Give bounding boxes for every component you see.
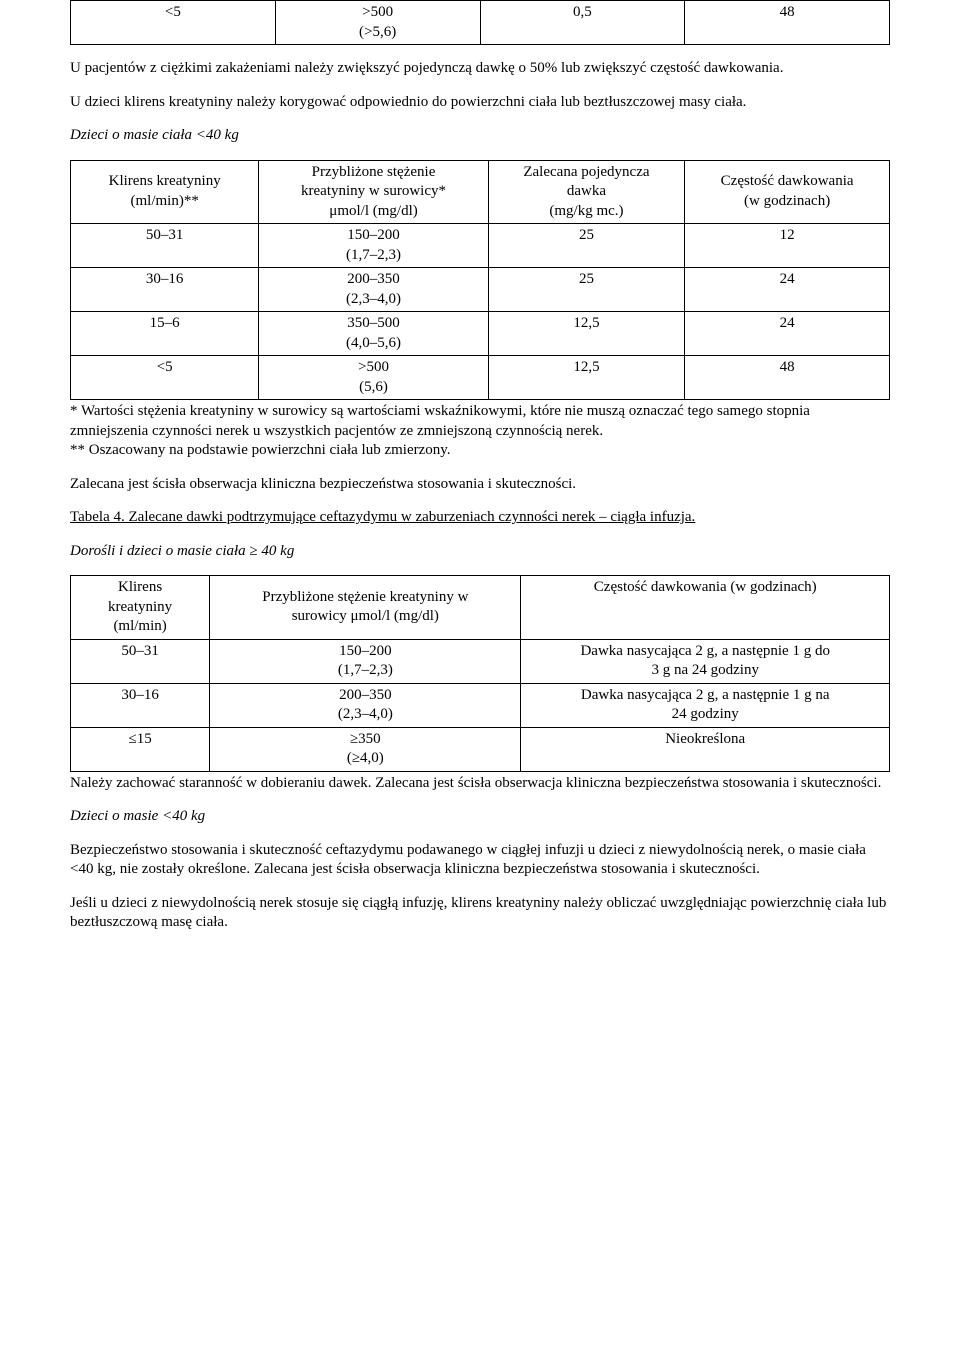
cell: 48 — [685, 356, 890, 400]
dosing-table-fragment: <5 >500 (>5,6) 0,5 48 — [70, 0, 890, 45]
cell-creatinine-clearance: <5 — [71, 1, 276, 45]
cell: 50–31 — [71, 639, 210, 683]
cell: ≥350 (≥4,0) — [210, 727, 521, 771]
table-row: <5 >500 (5,6) 12,5 48 — [71, 356, 890, 400]
heading-children-under-40-b: Dzieci o masie <40 kg — [70, 807, 890, 827]
table-row: ≤15 ≥350 (≥4,0) Nieokreślona — [71, 727, 890, 771]
cell: 12 — [685, 224, 890, 268]
header-clearance: Klirens kreatyniny (ml/min)** — [71, 160, 259, 224]
table-row: 50–31 150–200 (1,7–2,3) Dawka nasycająca… — [71, 639, 890, 683]
paragraph-clearance-calculation: Jeśli u dzieci z niewydolnością nerek st… — [70, 894, 890, 933]
heading-adults-over-40: Dorośli i dzieci o masie ciała ≥ 40 kg — [70, 542, 890, 562]
header-clearance: Klirens kreatyniny (ml/min) — [71, 576, 210, 640]
cell: 30–16 — [71, 683, 210, 727]
header-concentration: Przybliżone stężenie kreatyniny w surowi… — [210, 576, 521, 640]
header-concentration: Przybliżone stężenie kreatyniny w surowi… — [259, 160, 488, 224]
paragraph-dose-care: Należy zachować staranność w dobieraniu … — [70, 774, 890, 794]
cell: >500 (5,6) — [259, 356, 488, 400]
cell: <5 — [71, 356, 259, 400]
table-row: <5 >500 (>5,6) 0,5 48 — [71, 1, 890, 45]
table2-footnotes: * Wartości stężenia kreatyniny w surowic… — [70, 402, 890, 461]
cell-frequency: 48 — [685, 1, 890, 45]
paragraph-observation: Zalecana jest ścisła obserwacja kliniczn… — [70, 475, 890, 495]
cell-dose: 0,5 — [480, 1, 685, 45]
cell: 50–31 — [71, 224, 259, 268]
continuous-infusion-table: Klirens kreatyniny (ml/min) Przybliżone … — [70, 575, 890, 772]
paragraph-children-clearance: U dzieci klirens kreatyniny należy koryg… — [70, 93, 890, 113]
cell: Dawka nasycająca 2 g, a następnie 1 g do… — [521, 639, 890, 683]
cell: 25 — [488, 268, 685, 312]
cell: Dawka nasycająca 2 g, a następnie 1 g na… — [521, 683, 890, 727]
cell: 150–200 (1,7–2,3) — [259, 224, 488, 268]
cell: 24 — [685, 312, 890, 356]
cell: 12,5 — [488, 356, 685, 400]
cell: 200–350 (2,3–4,0) — [259, 268, 488, 312]
footnote-double-asterisk: ** Oszacowany na podstawie powierzchni c… — [70, 441, 890, 461]
cell: 30–16 — [71, 268, 259, 312]
paragraph-severe-infections: U pacjentów z ciężkimi zakażeniami należ… — [70, 59, 890, 79]
cell: 24 — [685, 268, 890, 312]
cell: 200–350 (2,3–4,0) — [210, 683, 521, 727]
table-header-row: Klirens kreatyniny (ml/min) Przybliżone … — [71, 576, 890, 640]
table-row: 30–16 200–350 (2,3–4,0) 25 24 — [71, 268, 890, 312]
table-header-row: Klirens kreatyniny (ml/min)** Przybliżon… — [71, 160, 890, 224]
table-row: 50–31 150–200 (1,7–2,3) 25 12 — [71, 224, 890, 268]
cell: 350–500 (4,0–5,6) — [259, 312, 488, 356]
cell: 150–200 (1,7–2,3) — [210, 639, 521, 683]
table4-caption: Tabela 4. Zalecane dawki podtrzymujące c… — [70, 508, 890, 528]
table-row: 30–16 200–350 (2,3–4,0) Dawka nasycająca… — [71, 683, 890, 727]
table-row: 15–6 350–500 (4,0–5,6) 12,5 24 — [71, 312, 890, 356]
children-dosing-table: Klirens kreatyniny (ml/min)** Przybliżon… — [70, 160, 890, 401]
heading-children-under-40: Dzieci o masie ciała <40 kg — [70, 126, 890, 146]
cell-creatinine-concentration: >500 (>5,6) — [275, 1, 480, 45]
cell: ≤15 — [71, 727, 210, 771]
paragraph-safety-children: Bezpieczeństwo stosowania i skuteczność … — [70, 841, 890, 880]
header-dose: Zalecana pojedyncza dawka (mg/kg mc.) — [488, 160, 685, 224]
header-frequency: Częstość dawkowania (w godzinach) — [685, 160, 890, 224]
cell: 25 — [488, 224, 685, 268]
header-frequency: Częstość dawkowania (w godzinach) — [521, 576, 890, 640]
cell: Nieokreślona — [521, 727, 890, 771]
cell: 12,5 — [488, 312, 685, 356]
cell: 15–6 — [71, 312, 259, 356]
footnote-asterisk: * Wartości stężenia kreatyniny w surowic… — [70, 402, 890, 441]
